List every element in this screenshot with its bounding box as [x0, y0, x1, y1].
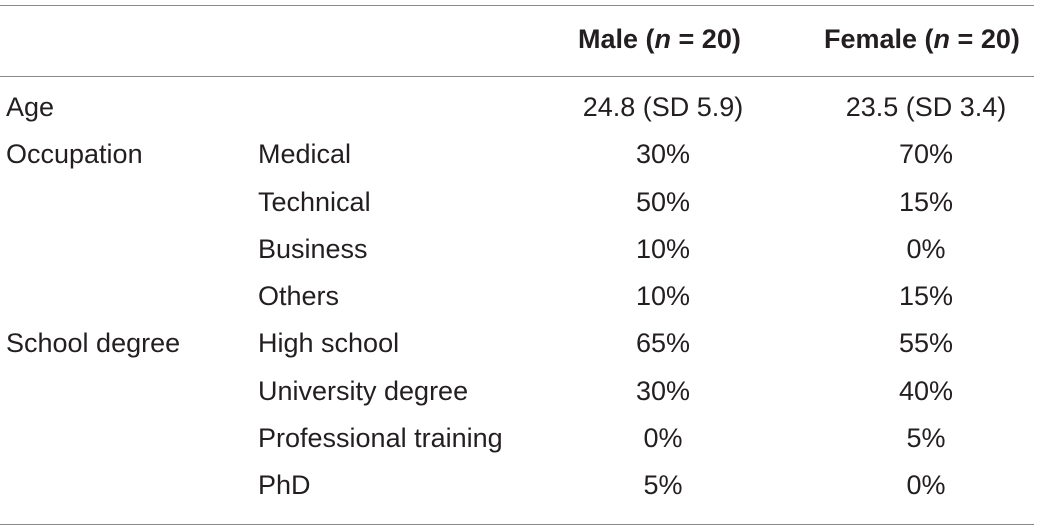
row-male-value: 10%	[635, 233, 691, 264]
table-row: School degree High school 65% 55%	[0, 328, 1040, 375]
row-female-value: 40%	[898, 375, 954, 406]
row-subcategory: University degree	[258, 375, 469, 406]
row-male-value: 10%	[635, 281, 691, 312]
table-top-rule	[0, 5, 1034, 6]
table-header-rule	[0, 76, 1034, 77]
row-female-value: 15%	[898, 281, 954, 312]
table-row: Occupation Medical 30% 70%	[0, 139, 1040, 186]
row-female-value: 15%	[898, 186, 954, 217]
row-female-value: 0%	[906, 470, 946, 501]
table-row: Technical 50% 15%	[0, 187, 1040, 234]
row-female-value: 23.5 (SD 3.4)	[845, 92, 1007, 122]
table-row: Business 10% 0%	[0, 234, 1040, 281]
row-subcategory: Technical	[258, 186, 371, 217]
table-row: University degree 30% 40%	[0, 376, 1040, 423]
row-category: Occupation	[6, 139, 143, 170]
row-male-value: 0%	[643, 423, 683, 454]
row-female-value: 55%	[898, 328, 954, 359]
row-male-value: 65%	[635, 328, 691, 359]
table-body: Age 24.8 (SD 5.9) 23.5 (SD 3.4) Occupati…	[0, 92, 1040, 518]
row-female-value: 70%	[898, 139, 954, 170]
row-male-value: 5%	[643, 470, 683, 501]
row-female-value: 5%	[906, 423, 946, 454]
row-female-value: 0%	[906, 233, 946, 264]
row-category: School degree	[6, 328, 181, 359]
row-subcategory: High school	[258, 328, 400, 359]
row-subcategory: Medical	[258, 139, 352, 170]
table-row: PhD 5% 0%	[0, 470, 1040, 517]
row-male-value: 30%	[635, 139, 691, 170]
row-subcategory: Others	[258, 281, 340, 312]
table-row: Age 24.8 (SD 5.9) 23.5 (SD 3.4)	[0, 92, 1040, 139]
header-female: Female (n = 20)	[824, 24, 1020, 54]
row-male-value: 24.8 (SD 5.9)	[582, 92, 744, 122]
row-subcategory: PhD	[258, 470, 311, 501]
row-subcategory: Business	[258, 233, 368, 264]
table-header-row: Male (n = 20) Female (n = 20)	[0, 24, 1040, 64]
table-row: Professional training 0% 5%	[0, 423, 1040, 470]
table-row: Others 10% 15%	[0, 281, 1040, 328]
row-male-value: 50%	[635, 186, 691, 217]
header-male: Male (n = 20)	[578, 24, 741, 54]
table-bottom-rule	[0, 524, 1034, 525]
row-subcategory: Professional training	[258, 423, 503, 454]
row-male-value: 30%	[635, 375, 691, 406]
row-category: Age	[6, 92, 55, 122]
